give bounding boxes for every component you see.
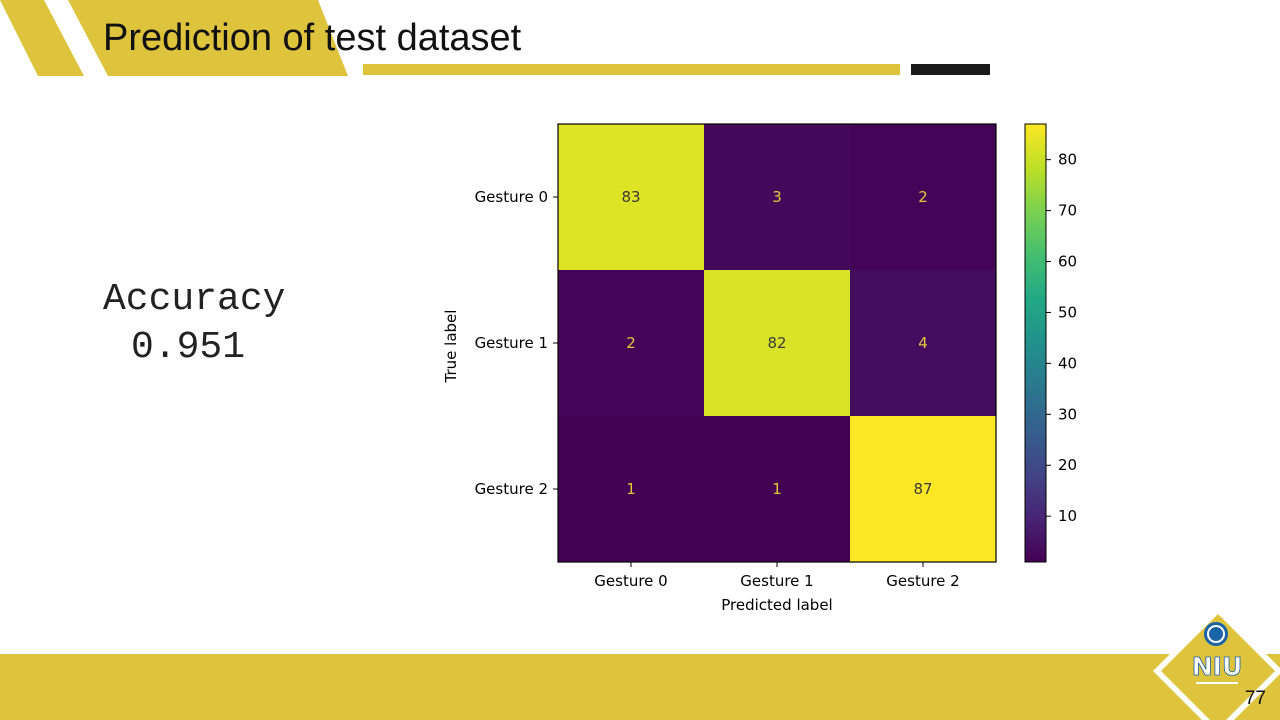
logo-diamond-inner — [1161, 614, 1275, 720]
logo-subtext-line — [1196, 682, 1238, 684]
matrix-cell-value: 83 — [621, 188, 640, 206]
logo-text: NIU — [1192, 652, 1243, 681]
matrix-cell — [850, 416, 997, 563]
university-logo: NIU — [1153, 606, 1280, 720]
x-tick-label: Gesture 1 — [740, 572, 813, 590]
header-gold-stripe — [0, 0, 84, 76]
page-title: Prediction of test dataset — [103, 17, 522, 59]
y-tick-label: Gesture 0 — [475, 188, 548, 206]
matrix-cell-value: 87 — [913, 480, 932, 498]
colorbar-tick-label: 20 — [1058, 456, 1077, 474]
accuracy-value: 0.951 — [131, 326, 246, 369]
colorbar-tick-label: 70 — [1058, 202, 1077, 220]
x-tick-label: Gesture 0 — [594, 572, 667, 590]
matrix-cell-value: 82 — [767, 334, 786, 352]
logo-emblem-ring — [1207, 625, 1225, 643]
colorbar-ticks: 10 20 30 40 50 60 70 80 — [1046, 151, 1077, 525]
header-gold-underline — [363, 64, 900, 75]
matrix-cell — [704, 416, 851, 563]
colorbar-tick-label: 60 — [1058, 253, 1077, 271]
matrix-cell — [704, 270, 851, 417]
matrix-cell-value: 3 — [772, 188, 782, 206]
matrix-cell — [704, 124, 851, 271]
matrix-cell-value: 4 — [918, 334, 928, 352]
footer-band — [0, 654, 1280, 720]
header-gold-banner — [68, 0, 348, 76]
colorbar-tick-label: 50 — [1058, 303, 1077, 321]
y-axis-label: True label — [442, 310, 460, 384]
matrix-cell — [850, 270, 997, 417]
matrix-cell-value: 1 — [772, 480, 782, 498]
matrix-cell-value: 2 — [626, 334, 636, 352]
colorbar-tick-label: 30 — [1058, 405, 1077, 423]
matrix-cell — [558, 124, 705, 271]
y-tick-label: Gesture 2 — [475, 480, 548, 498]
x-axis-label: Predicted label — [721, 596, 832, 614]
matrix-cell — [850, 124, 997, 271]
colorbar — [1024, 123, 1047, 563]
matrix-cells: 83 3 2 2 82 4 1 1 87 — [558, 124, 997, 563]
matrix-cell-value: 2 — [918, 188, 928, 206]
header-decoration — [0, 0, 990, 76]
colorbar-tick-label: 80 — [1058, 151, 1077, 169]
header-dark-underline — [911, 64, 990, 75]
accuracy-label: Accuracy — [103, 278, 286, 321]
y-tick-label: Gesture 1 — [475, 334, 548, 352]
matrix-cell-value: 1 — [626, 480, 636, 498]
matrix-cell — [558, 416, 705, 563]
axis-ticks: Gesture 0 Gesture 1 Gesture 2 Gesture 0 Gest… — [475, 188, 960, 590]
page-number: 77 — [1244, 688, 1266, 709]
x-tick-label: Gesture 2 — [886, 572, 959, 590]
colorbar-tick-label: 10 — [1058, 507, 1077, 525]
colorbar-tick-label: 40 — [1058, 354, 1077, 372]
matrix-cell — [558, 270, 705, 417]
